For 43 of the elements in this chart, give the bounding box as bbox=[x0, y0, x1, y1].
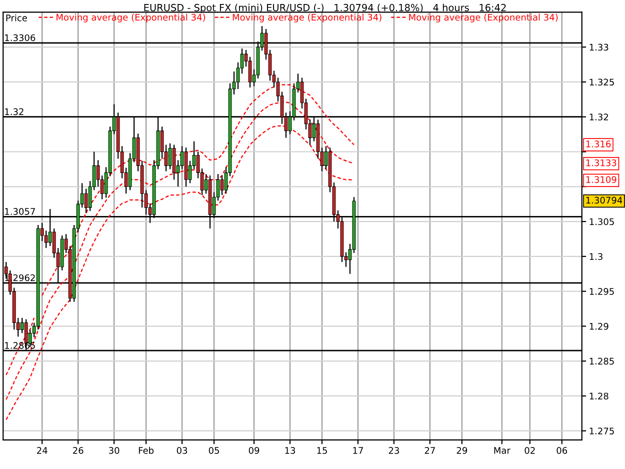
y-tick-label: 1.3 bbox=[590, 253, 602, 260]
y-tick-label: 1.28 bbox=[590, 392, 608, 400]
x-tick-label: 09 bbox=[248, 447, 260, 454]
x-tick-label: 03 bbox=[176, 447, 188, 454]
x-tick-label: 15 bbox=[317, 447, 327, 454]
x-tick-label: 26 bbox=[73, 447, 84, 454]
x-tick-label: 06 bbox=[556, 447, 568, 454]
y-tick-label: 1.33 bbox=[590, 44, 608, 51]
x-tick-label: Feb bbox=[138, 446, 154, 454]
y-tick-label: 1.325 bbox=[590, 78, 614, 86]
ref-line-label: 1.3306 bbox=[5, 34, 36, 42]
y-tick-label: 1.285 bbox=[590, 358, 614, 365]
candlestick bbox=[220, 174, 224, 196]
x-tick-label: 29 bbox=[456, 447, 468, 454]
annotation: 1.30794 bbox=[586, 196, 622, 204]
annotation: 1.3109 bbox=[586, 176, 616, 183]
x-tick-label: 30 bbox=[109, 447, 120, 454]
x-tick-label: 05 bbox=[208, 447, 219, 454]
candlestick bbox=[248, 56, 252, 88]
ref-line-label: 1.3057 bbox=[5, 208, 35, 215]
chart-title: EURUSD - Spot FX (mini) EUR/USD (-) 1.30794 (+0.18%) 4 hours 16:42 bbox=[144, 4, 506, 14]
legend-label: Moving average (Exponential 34) bbox=[56, 14, 206, 22]
y-tick-label: 1.275 bbox=[590, 428, 614, 434]
x-tick-label: 27 bbox=[424, 447, 435, 454]
candlestick bbox=[84, 188, 88, 214]
x-tick-label: 24 bbox=[37, 447, 48, 454]
y-tick-label: 1.295 bbox=[590, 288, 614, 295]
y-axis-title: Price bbox=[6, 14, 27, 22]
annotation: 1.316 bbox=[586, 140, 611, 148]
annotation: 1.3133 bbox=[586, 159, 616, 166]
legend-label: Moving average (Exponential 34) bbox=[409, 14, 558, 22]
y-tick-label: 1.32 bbox=[590, 114, 608, 120]
ref-line-label: 1.32 bbox=[5, 108, 24, 116]
candlestick bbox=[168, 142, 172, 170]
x-tick-label: 17 bbox=[353, 447, 363, 454]
y-tick-label: 1.29 bbox=[590, 322, 608, 330]
legend-label: Moving average (Exponential 34) bbox=[232, 14, 382, 22]
x-tick-label: 23 bbox=[388, 447, 399, 454]
candlestick bbox=[44, 230, 48, 249]
x-tick-label: 13 bbox=[285, 447, 296, 454]
y-tick-label: 1.305 bbox=[590, 218, 614, 226]
x-tick-label: Mar bbox=[494, 447, 510, 454]
x-tick-label: 02 bbox=[524, 447, 535, 454]
